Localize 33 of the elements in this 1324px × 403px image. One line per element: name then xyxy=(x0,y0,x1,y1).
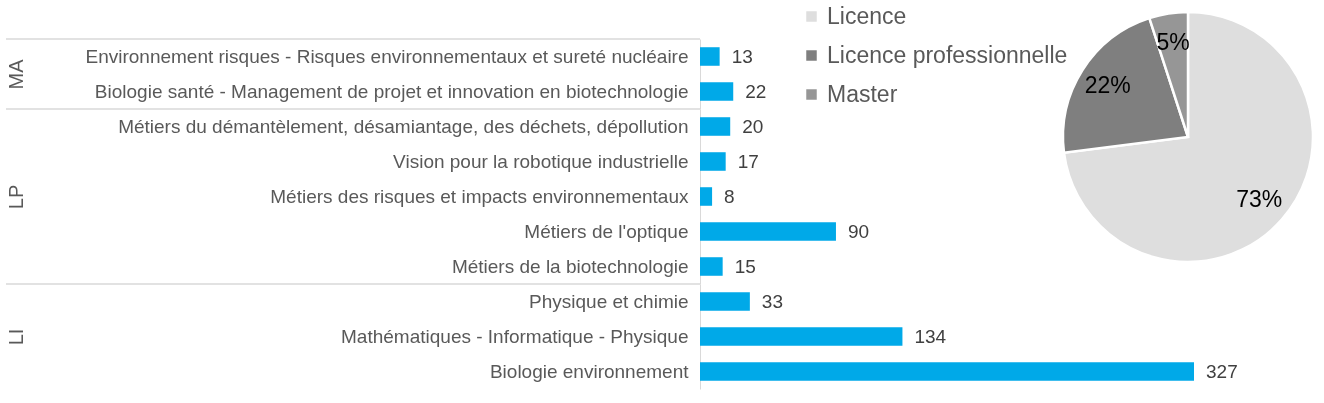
data-label: 15 xyxy=(734,255,756,277)
y-tick-label: Biologie santé - Management de projet et innovation en biotechnologie xyxy=(94,80,689,102)
y-axis-title: LP xyxy=(4,184,27,210)
data-label: 134 xyxy=(914,325,947,347)
y-axis-title: MA xyxy=(4,58,27,90)
y-tick-label: Métiers de la biotechnologie xyxy=(451,255,689,277)
data-label: 73% xyxy=(1236,185,1283,212)
data-label: 20 xyxy=(742,115,764,137)
legend-label: Licence professionnelle xyxy=(827,41,1068,68)
data-label: 13 xyxy=(731,45,753,67)
y-tick-label: Métiers du démantèlement, désamiantage, des déchets, dépollution xyxy=(118,115,689,137)
data-label: 22 xyxy=(745,80,767,102)
bar xyxy=(700,257,723,276)
bar xyxy=(700,187,713,206)
y-tick-label: Physique et chimie xyxy=(529,290,689,312)
data-label: 22% xyxy=(1084,72,1131,99)
y-tick-label: Vision pour la robotique industrielle xyxy=(393,150,689,172)
y-tick-label: Métiers des risques et impacts environnementaux xyxy=(270,185,689,207)
bar xyxy=(700,117,731,136)
data-label: 17 xyxy=(737,150,759,172)
legend-label: Master xyxy=(827,80,898,107)
legend-label: Licence xyxy=(827,2,907,29)
y-tick-label: Mathématiques - Informatique - Physique xyxy=(341,325,689,347)
y-tick-label: Biologie environnement xyxy=(489,360,690,382)
y-tick-label: Métiers de l'optique xyxy=(524,220,689,242)
bar xyxy=(700,152,726,171)
y-tick-label: Environnement risques - Risques environnementaux et sureté nucléaire xyxy=(85,45,689,67)
y-axis-title: LI xyxy=(4,328,27,346)
data-label: 33 xyxy=(761,290,783,312)
bar xyxy=(700,222,836,241)
data-label: 90 xyxy=(847,220,870,242)
data-label: 8 xyxy=(724,185,735,207)
data-label: 327 xyxy=(1206,360,1238,382)
